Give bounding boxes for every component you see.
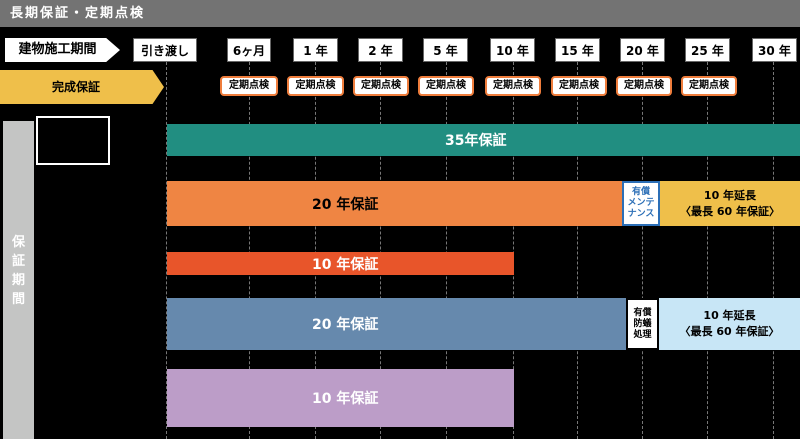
timeline-header: 1 年 bbox=[293, 38, 338, 62]
inspection-badge: 定期点検 bbox=[485, 76, 541, 96]
timeline-gridline bbox=[707, 62, 708, 439]
inspection-badge: 定期点検 bbox=[551, 76, 607, 96]
timeline-header: 20 年 bbox=[620, 38, 665, 62]
extension-line1: 10 年延長 bbox=[703, 309, 756, 322]
empty-legend-box bbox=[36, 116, 110, 165]
timeline-gridline bbox=[773, 62, 774, 439]
guarantee-bar: 20 年保証 bbox=[167, 298, 626, 350]
paid-service-box: 有償 メンテ ナンス bbox=[622, 181, 660, 226]
paid-service-text: メンテ bbox=[627, 198, 655, 208]
timeline-header: 30 年 bbox=[752, 38, 797, 62]
extension-line1: 10 年延長 bbox=[703, 188, 757, 202]
guarantee-bar: 10 年保証 bbox=[167, 369, 514, 427]
timeline-header: 6ヶ月 bbox=[227, 38, 271, 62]
page-title: 長期保証・定期点検 bbox=[0, 0, 800, 27]
paid-service-text: ナンス bbox=[627, 209, 655, 219]
timeline-gridline bbox=[166, 62, 167, 439]
timeline-header: 5 年 bbox=[423, 38, 468, 62]
timeline-header: 15 年 bbox=[555, 38, 600, 62]
extension-line2: 〈最長 60 年保証〉 bbox=[679, 325, 780, 338]
paid-service-text: 有償 bbox=[633, 307, 652, 318]
timeline-gridline bbox=[513, 62, 514, 439]
inspection-badge: 定期点検 bbox=[353, 76, 409, 96]
timeline-header: 引き渡し bbox=[133, 38, 197, 62]
inspection-badge: 定期点検 bbox=[616, 76, 672, 96]
timeline-gridline bbox=[380, 62, 381, 439]
completion-guarantee-arrow: 完成保証 bbox=[0, 70, 164, 104]
guarantee-bar: 20 年保証 bbox=[167, 181, 622, 226]
paid-service-box: 有償 防蟻 処理 bbox=[626, 298, 659, 350]
guarantee-bar: 10 年保証 bbox=[167, 252, 514, 275]
paid-service-text: 処理 bbox=[633, 329, 652, 340]
guarantee-bar-label: 20 年保証 bbox=[312, 317, 379, 333]
extension-block: 10 年延長〈最長 60 年保証〉 bbox=[660, 181, 800, 226]
timeline-gridline bbox=[642, 62, 643, 439]
guarantee-bar-label: 10 年保証 bbox=[312, 391, 379, 407]
timeline-gridline bbox=[446, 62, 447, 439]
guarantee-bar: 35年保証 bbox=[167, 124, 800, 156]
timeline-header: 2 年 bbox=[358, 38, 403, 62]
inspection-badge: 定期点検 bbox=[220, 76, 278, 96]
guarantee-bar-label: 20 年保証 bbox=[312, 196, 379, 213]
paid-service-text: 有償 bbox=[631, 187, 650, 197]
extension-line2: 〈最長 60 年保証〉 bbox=[680, 204, 780, 218]
timeline-header: 25 年 bbox=[685, 38, 730, 62]
side-label-text: 保証期間 bbox=[11, 235, 25, 307]
inspection-badge: 定期点検 bbox=[287, 76, 344, 96]
extension-block: 10 年延長〈最長 60 年保証〉 bbox=[659, 298, 800, 350]
timeline-header: 10 年 bbox=[490, 38, 535, 62]
guarantee-bar-label: 35年保証 bbox=[445, 133, 507, 149]
construction-period-arrow: 建物施工期間 bbox=[5, 38, 120, 62]
paid-service-text: 防蟻 bbox=[633, 318, 652, 329]
inspection-badge: 定期点検 bbox=[418, 76, 474, 96]
timeline-gridline bbox=[315, 62, 316, 439]
timeline-gridline bbox=[249, 62, 250, 439]
guarantee-period-label: 保証期間 bbox=[3, 121, 34, 439]
guarantee-bar-label: 10 年保証 bbox=[312, 256, 379, 273]
inspection-badge: 定期点検 bbox=[681, 76, 737, 96]
timeline-gridline bbox=[577, 62, 578, 439]
